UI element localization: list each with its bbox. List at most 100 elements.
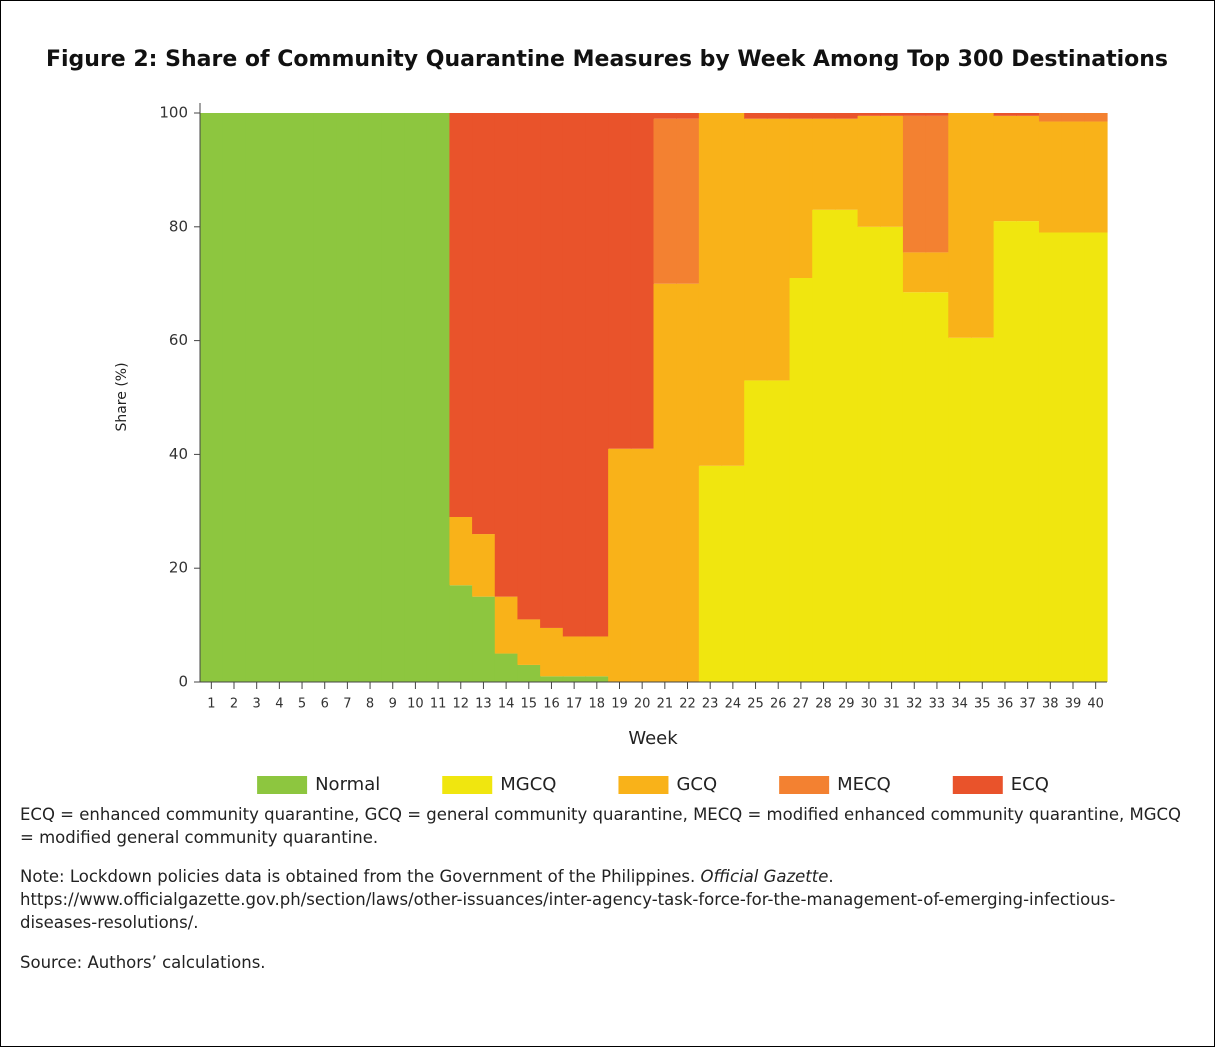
segment (630, 113, 655, 449)
segment (404, 113, 428, 682)
segment (585, 113, 609, 637)
x-tick-label: 35 (974, 697, 991, 712)
x-tick-label: 32 (906, 697, 923, 712)
x-tick-label: 1 (207, 697, 215, 712)
note: ECQ = enhanced community quarantine, GCQ… (20, 803, 1190, 849)
x-tick-label: 26 (770, 697, 787, 712)
segment (834, 113, 859, 119)
segment (902, 292, 927, 682)
segment (744, 113, 768, 119)
segment (789, 113, 813, 119)
segment (880, 115, 904, 227)
segment (562, 676, 587, 682)
segment (1016, 115, 1040, 222)
segment (948, 337, 972, 682)
segment (993, 115, 1017, 222)
y-tick-label: 40 (169, 445, 188, 463)
segment (812, 209, 836, 683)
x-tick-label: 14 (498, 697, 515, 712)
segment (562, 636, 587, 677)
segment (245, 113, 269, 682)
x-tick-label: 9 (389, 697, 397, 712)
segment (857, 115, 881, 227)
x-tick-label: 15 (521, 697, 538, 712)
segment (993, 113, 1017, 116)
segment (1084, 121, 1108, 233)
legend-swatch (779, 776, 830, 794)
segment (789, 118, 813, 279)
segment (608, 448, 632, 682)
segment (925, 115, 949, 253)
segment (1016, 113, 1040, 116)
segment (608, 113, 632, 449)
x-tick-label: 20 (634, 697, 651, 712)
x-tick-label: 7 (343, 697, 351, 712)
segment (268, 113, 292, 682)
segment (812, 118, 836, 210)
segment (902, 113, 927, 116)
legend-label: GCQ (676, 774, 717, 795)
segment (494, 113, 519, 597)
segment (540, 113, 564, 628)
x-tick-label: 27 (793, 697, 810, 712)
x-tick-label: 11 (430, 697, 447, 712)
legend-swatch (952, 776, 1003, 794)
x-tick-label: 2 (230, 697, 238, 712)
segment (449, 516, 473, 586)
segment (698, 465, 723, 682)
segment (676, 113, 700, 119)
y-tick-label: 100 (159, 104, 188, 122)
segment (472, 596, 496, 682)
segment (585, 676, 609, 682)
segment (381, 113, 405, 682)
segment (812, 113, 836, 119)
x-tick-label: 34 (951, 697, 968, 712)
segment (336, 113, 360, 682)
segment (313, 113, 337, 682)
x-tick-label: 10 (407, 697, 424, 712)
segment (630, 448, 655, 682)
segment (426, 113, 451, 682)
segment (766, 113, 791, 119)
segment (880, 226, 904, 683)
x-tick-label: 4 (275, 697, 283, 712)
segment (358, 113, 382, 682)
segment (562, 113, 587, 637)
segment (902, 115, 927, 253)
x-tick-label: 16 (543, 697, 560, 712)
segment (517, 664, 541, 682)
x-tick-label: 39 (1065, 697, 1082, 712)
segment (880, 113, 904, 116)
segment (925, 113, 949, 116)
segment (1038, 121, 1063, 233)
x-axis-label: Week (628, 728, 678, 749)
x-tick-label: 40 (1087, 697, 1104, 712)
segment (766, 118, 791, 381)
legend-label: MECQ (837, 774, 891, 795)
segment (472, 534, 496, 597)
segment (698, 113, 723, 466)
segment (653, 118, 677, 284)
x-tick-label: 22 (679, 697, 696, 712)
segment (1084, 113, 1108, 122)
y-axis-label: Share (%) (114, 362, 130, 431)
y-tick-label: 0 (178, 673, 188, 691)
note: Source: Authors’ calculations. (20, 951, 1190, 974)
segment (925, 292, 949, 682)
segment (540, 676, 564, 682)
x-tick-label: 31 (883, 697, 900, 712)
x-tick-label: 13 (475, 697, 492, 712)
segment (744, 118, 768, 381)
x-tick-label: 8 (366, 697, 374, 712)
segment (834, 209, 859, 683)
segment (472, 113, 496, 535)
segment (1084, 232, 1108, 683)
segment (766, 380, 791, 682)
segment (449, 113, 473, 517)
segment (1061, 121, 1085, 233)
segment (948, 113, 972, 338)
legend-label: Normal (315, 774, 380, 795)
note-text: Source: Authors’ calculations. (20, 953, 266, 972)
x-tick-label: 18 (589, 697, 606, 712)
x-tick-label: 21 (657, 697, 674, 712)
